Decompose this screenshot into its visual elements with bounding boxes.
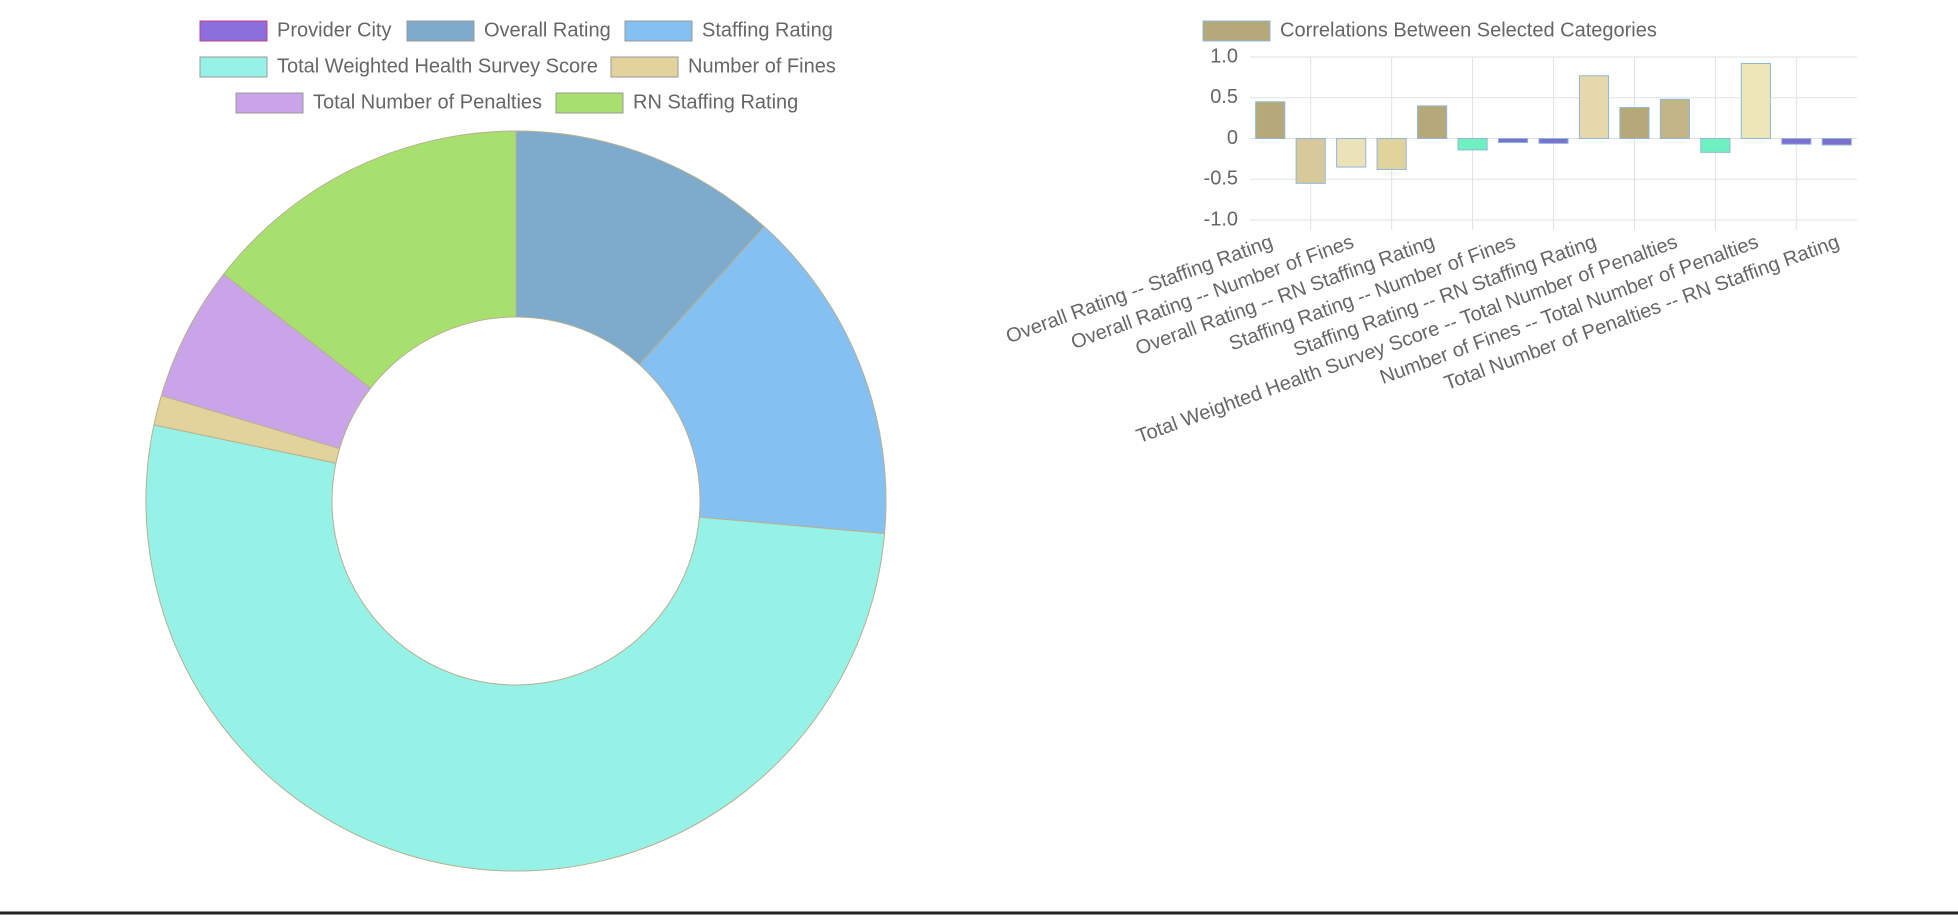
- bar: [1538, 138, 1569, 144]
- legend-swatch[interactable]: [610, 56, 679, 78]
- legend-label[interactable]: Overall Rating: [484, 19, 611, 41]
- legend-label[interactable]: Total Number of Penalties: [313, 91, 542, 113]
- bar: [1821, 138, 1852, 146]
- legend-label[interactable]: Number of Fines: [688, 55, 836, 77]
- bar: [1659, 98, 1690, 139]
- bar: [1336, 138, 1367, 168]
- donut-slice: [222, 130, 517, 389]
- y-tick-label: 0.5: [1210, 86, 1238, 108]
- bar: [1376, 138, 1407, 170]
- legend-swatch[interactable]: [1202, 20, 1271, 42]
- bar: [1417, 105, 1448, 139]
- legend-swatch[interactable]: [199, 20, 268, 42]
- y-tick-label: 0: [1227, 127, 1238, 149]
- legend-swatch[interactable]: [199, 56, 268, 78]
- bar: [1497, 138, 1529, 144]
- legend-swatch[interactable]: [555, 92, 624, 114]
- legend-label[interactable]: Total Weighted Health Survey Score: [277, 55, 598, 77]
- legend-label[interactable]: Provider City: [277, 19, 391, 41]
- legend-label[interactable]: RN Staffing Rating: [633, 91, 798, 113]
- legend-swatch[interactable]: [406, 20, 475, 42]
- donut-slice: [145, 424, 886, 872]
- bar: [1619, 107, 1650, 139]
- y-tick-label: -1.0: [1204, 208, 1238, 230]
- bar: [1255, 101, 1286, 139]
- donut-slice: [515, 130, 765, 366]
- legend-label[interactable]: Correlations Between Selected Categories: [1280, 19, 1657, 41]
- bar: [1700, 138, 1731, 153]
- bar: [1781, 138, 1812, 145]
- y-tick-label: 1.0: [1210, 45, 1238, 67]
- bar: [1295, 138, 1326, 184]
- legend-label[interactable]: Staffing Rating: [702, 19, 833, 41]
- donut-slice: [638, 225, 887, 535]
- legend-swatch[interactable]: [624, 20, 693, 42]
- bar: [1578, 75, 1610, 140]
- legend-swatch[interactable]: [235, 92, 304, 114]
- bar: [1457, 138, 1488, 151]
- bar: [1740, 63, 1771, 140]
- y-tick-label: -0.5: [1204, 168, 1238, 190]
